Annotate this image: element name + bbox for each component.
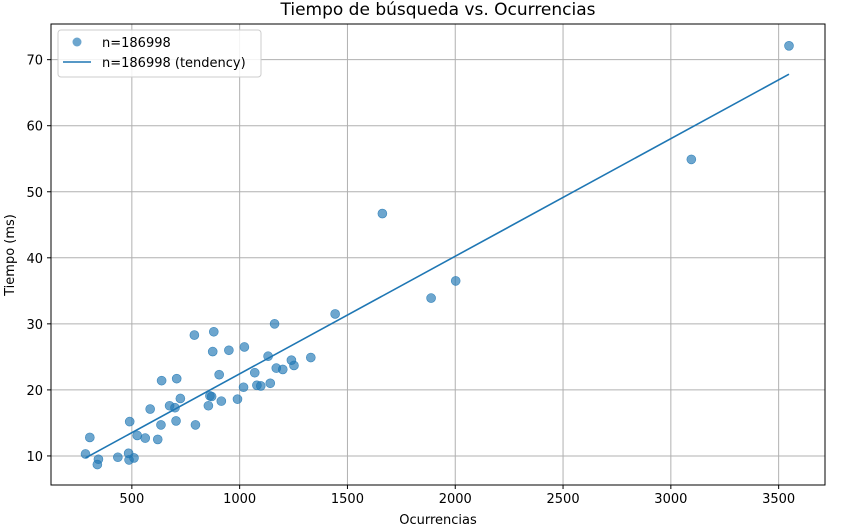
y-axis-label: Tiempo (ms) <box>3 214 18 297</box>
y-tick-label: 70 <box>26 54 43 69</box>
legend-scatter-marker <box>72 37 82 47</box>
data-point <box>80 449 91 459</box>
data-point <box>263 351 273 362</box>
data-point <box>206 391 217 402</box>
data-point <box>686 154 697 165</box>
data-point <box>113 452 123 463</box>
x-tick-label: 500 <box>119 492 144 507</box>
chart-title: Tiempo de búsqueda vs. Ocurrencias <box>279 0 595 20</box>
x-tick-label: 3000 <box>654 492 687 507</box>
x-tick-label: 1500 <box>331 492 364 507</box>
data-point <box>232 394 243 404</box>
data-point <box>269 319 280 329</box>
data-point <box>450 276 461 286</box>
data-point <box>377 208 388 219</box>
data-point <box>129 453 139 463</box>
trend-line-layer <box>85 73 790 459</box>
data-point <box>203 400 214 411</box>
data-point <box>190 420 201 430</box>
legend-label-scatter: n=186998 <box>102 36 171 51</box>
x-tick-label: 3500 <box>762 492 795 507</box>
x-tick-label: 2500 <box>547 492 580 507</box>
grid <box>51 24 825 485</box>
data-point <box>156 375 167 386</box>
data-point <box>85 432 95 443</box>
data-point <box>277 364 288 375</box>
legend-box <box>57 29 262 78</box>
data-point <box>216 396 227 406</box>
data-point <box>224 345 234 356</box>
x-axis-ticks: 500 1000 1500 2000 2500 3000 3500 <box>119 485 795 507</box>
legend-label-tendency: n=186998 (tendency) <box>102 56 246 71</box>
x-tick-label: 2000 <box>439 492 472 507</box>
data-point <box>239 342 250 352</box>
y-tick-label: 20 <box>26 384 43 399</box>
scatter-points <box>80 40 794 470</box>
y-tick-label: 40 <box>26 252 43 267</box>
data-point <box>175 393 186 404</box>
data-point <box>289 360 299 371</box>
data-point <box>132 430 143 441</box>
data-point <box>238 382 249 393</box>
tendency-line <box>85 73 790 459</box>
data-point <box>124 416 135 427</box>
data-point <box>189 330 200 340</box>
data-point <box>140 433 151 443</box>
data-point <box>93 454 104 465</box>
data-point <box>208 326 219 337</box>
data-point <box>426 293 436 303</box>
y-tick-label: 50 <box>26 186 43 201</box>
data-point <box>784 40 794 51</box>
data-point <box>330 309 340 319</box>
data-point <box>214 369 224 380</box>
data-point <box>145 404 155 414</box>
legend: n=186998 n=186998 (tendency) <box>57 29 262 78</box>
data-point <box>249 367 260 378</box>
data-point <box>305 352 316 363</box>
y-axis-ticks: 10 20 30 40 50 60 70 <box>26 54 51 465</box>
x-tick-label: 1000 <box>223 492 256 507</box>
y-tick-label: 10 <box>26 450 43 465</box>
data-point <box>255 381 266 391</box>
data-point <box>171 373 182 384</box>
data-point <box>171 416 181 426</box>
data-point <box>207 346 218 357</box>
data-point <box>152 434 163 445</box>
data-point <box>265 378 276 389</box>
y-tick-label: 30 <box>26 318 43 333</box>
data-point <box>156 420 166 430</box>
plot-frame <box>50 23 826 486</box>
x-axis-label: Ocurrencias <box>399 513 477 525</box>
y-tick-label: 60 <box>26 120 43 135</box>
data-point <box>170 402 180 413</box>
